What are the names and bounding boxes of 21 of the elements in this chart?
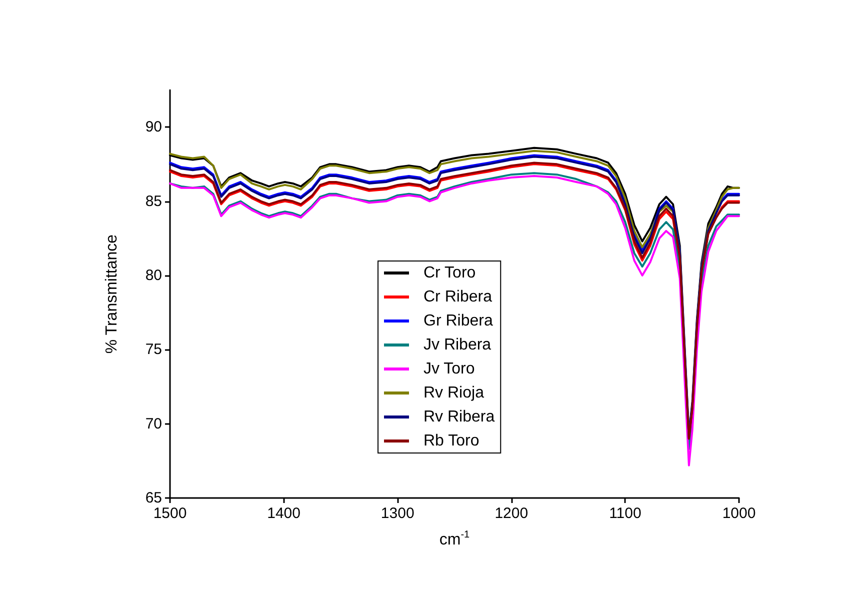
y-tick-label: 75 <box>145 341 162 358</box>
x-tick-label: 1400 <box>267 505 300 522</box>
y-tick-label: 85 <box>145 192 162 210</box>
y-tick-label: 65 <box>145 490 162 506</box>
legend-label: Gr Ribera <box>424 312 493 330</box>
x-tick-label: 1500 <box>153 505 187 522</box>
x-tick-label: 1100 <box>609 505 642 522</box>
legend-label: Rv Rioja <box>424 384 484 402</box>
legend-label: Rv Ribera <box>424 408 495 426</box>
y-tick-label: 90 <box>145 118 162 136</box>
legend-label: Cr Toro <box>424 264 476 282</box>
y-tick-label: 70 <box>145 415 162 432</box>
y-axis-title: % Transmittance <box>104 234 120 354</box>
legend-label: Cr Ribera <box>424 288 492 306</box>
legend-label: Jv Ribera <box>424 336 492 354</box>
x-tick-label: 1300 <box>380 505 414 522</box>
x-tick-label: 1000 <box>722 505 756 522</box>
legend-label: Rb Toro <box>424 432 480 450</box>
y-tick-label: 80 <box>145 266 162 284</box>
legend-label: Jv Toro <box>424 360 475 378</box>
x-tick-label: 1200 <box>494 505 528 522</box>
